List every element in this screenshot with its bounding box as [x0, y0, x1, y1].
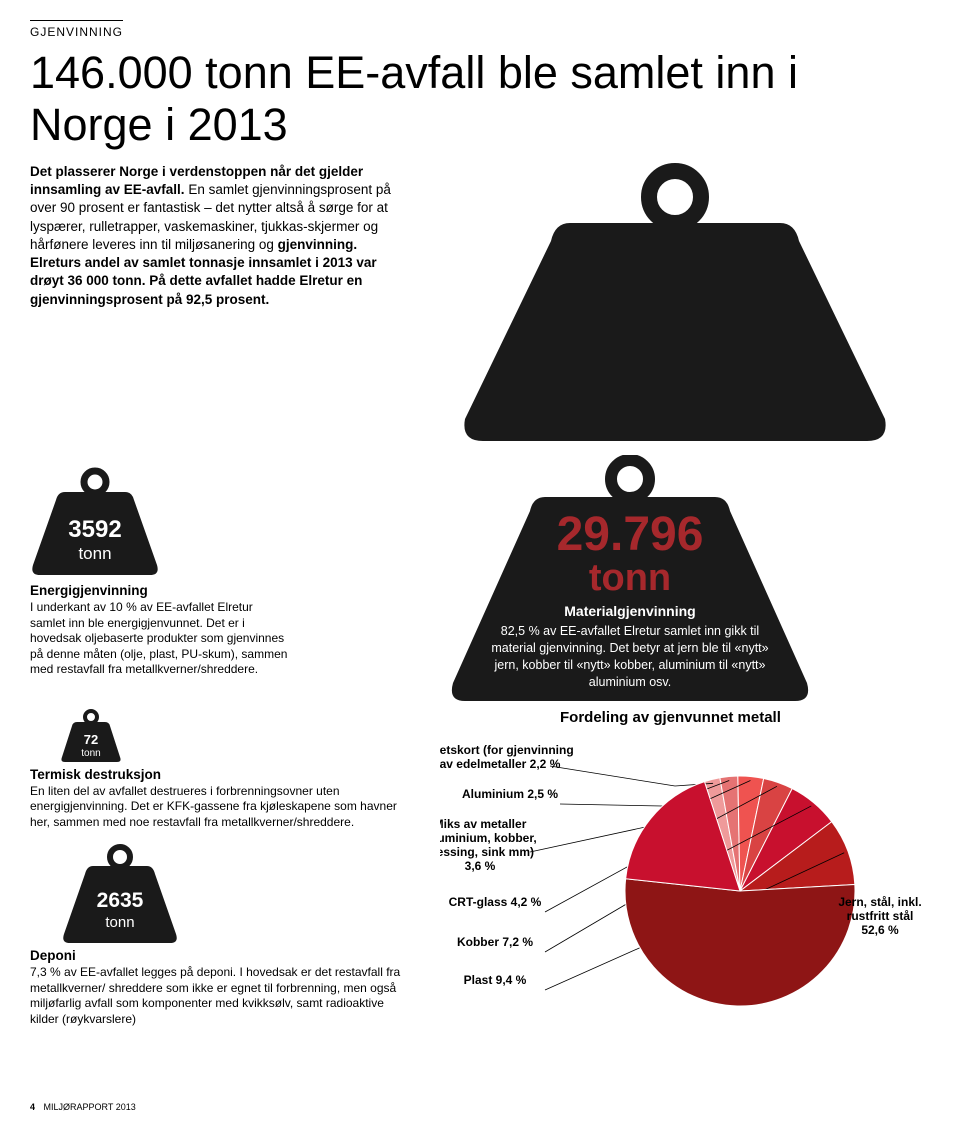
weight-3592-value: 3592 [68, 516, 121, 543]
footer-page: 4 [30, 1102, 35, 1112]
weight-72-value: 72 [84, 732, 98, 747]
pie-label: Kretskort (for gjenvinningav edelmetalle… [440, 743, 574, 771]
weight-72-icon: 72 tonn [60, 709, 122, 763]
pie-label: Aluminium 2,5 % [462, 787, 558, 801]
block-29796-body: 82,5 % av EE-avfallet Elretur samlet inn… [485, 623, 775, 691]
pie-label: Jern, stål, inkl.rustfritt stål52,6 % [838, 895, 921, 937]
block-29796-title: Materialgjenvinning [485, 603, 775, 619]
pie-label: CRT-glass 4,2 % [449, 895, 542, 909]
pie-slice [625, 878, 855, 1005]
pie-label: Miks av metaller(aluminium, kobber,messi… [440, 817, 537, 873]
weights-row: 3592 tonn Energigjenvinning I underkant … [30, 467, 930, 691]
block-2635-body: 7,3 % av EE-avfallet legges på deponi. I… [30, 965, 410, 1027]
block-3592-title: Energigjenvinning [30, 583, 290, 598]
bottom-row: 72 tonn Termisk destruksjon En liten del… [30, 709, 930, 1042]
block-29796: 29.796 tonn Materialgjenvinning 82,5 % a… [330, 467, 930, 691]
pie-label: Plast 9,4 % [464, 973, 527, 987]
weight-72-unit: tonn [81, 748, 100, 759]
pie-region: Fordeling av gjenvunnet metall Kretskort… [440, 709, 930, 1042]
bottom-left: 72 tonn Termisk destruksjon En liten del… [30, 709, 410, 1042]
intro-text: Det plasserer Norge i verdenstoppen når … [30, 163, 400, 443]
pie-label: Kobber 7,2 % [457, 935, 533, 949]
block-2635: 2635 tonn Deponi 7,3 % av EE-avfallet le… [30, 844, 410, 1027]
pie-title: Fordeling av gjenvunnet metall [560, 709, 930, 726]
big-weight-icon [455, 163, 895, 443]
big-weight [420, 163, 930, 443]
weight-2635-icon: 2635 tonn [60, 844, 180, 944]
block-72-title: Termisk destruksjon [30, 767, 410, 782]
footer: 4 MILJØRAPPORT 2013 [30, 1102, 136, 1112]
block-2635-title: Deponi [30, 948, 410, 963]
weight-29796-value: 29.796 [485, 511, 775, 559]
weight-3592-unit: tonn [78, 544, 111, 563]
block-72-body: En liten del av avfallet destrueres i fo… [30, 784, 410, 831]
weight-29796-unit: tonn [485, 559, 775, 597]
block-72: 72 tonn Termisk destruksjon En liten del… [30, 709, 410, 831]
headline: 146.000 tonn EE-avfall ble samlet inn i … [30, 47, 930, 151]
block-3592: 3592 tonn Energigjenvinning I underkant … [30, 467, 290, 691]
block-3592-body: I underkant av 10 % av EE-avfallet Elret… [30, 600, 290, 678]
footer-doc: MILJØRAPPORT 2013 [44, 1102, 136, 1112]
section-label: GJENVINNING [30, 20, 123, 39]
weight-2635-value: 2635 [97, 889, 144, 912]
pie-chart: Kretskort (for gjenvinningav edelmetalle… [440, 736, 930, 1016]
intro-row: Det plasserer Norge i verdenstoppen når … [30, 163, 930, 443]
weight-3592-icon: 3592 tonn [30, 467, 160, 577]
weight-2635-unit: tonn [105, 914, 134, 931]
